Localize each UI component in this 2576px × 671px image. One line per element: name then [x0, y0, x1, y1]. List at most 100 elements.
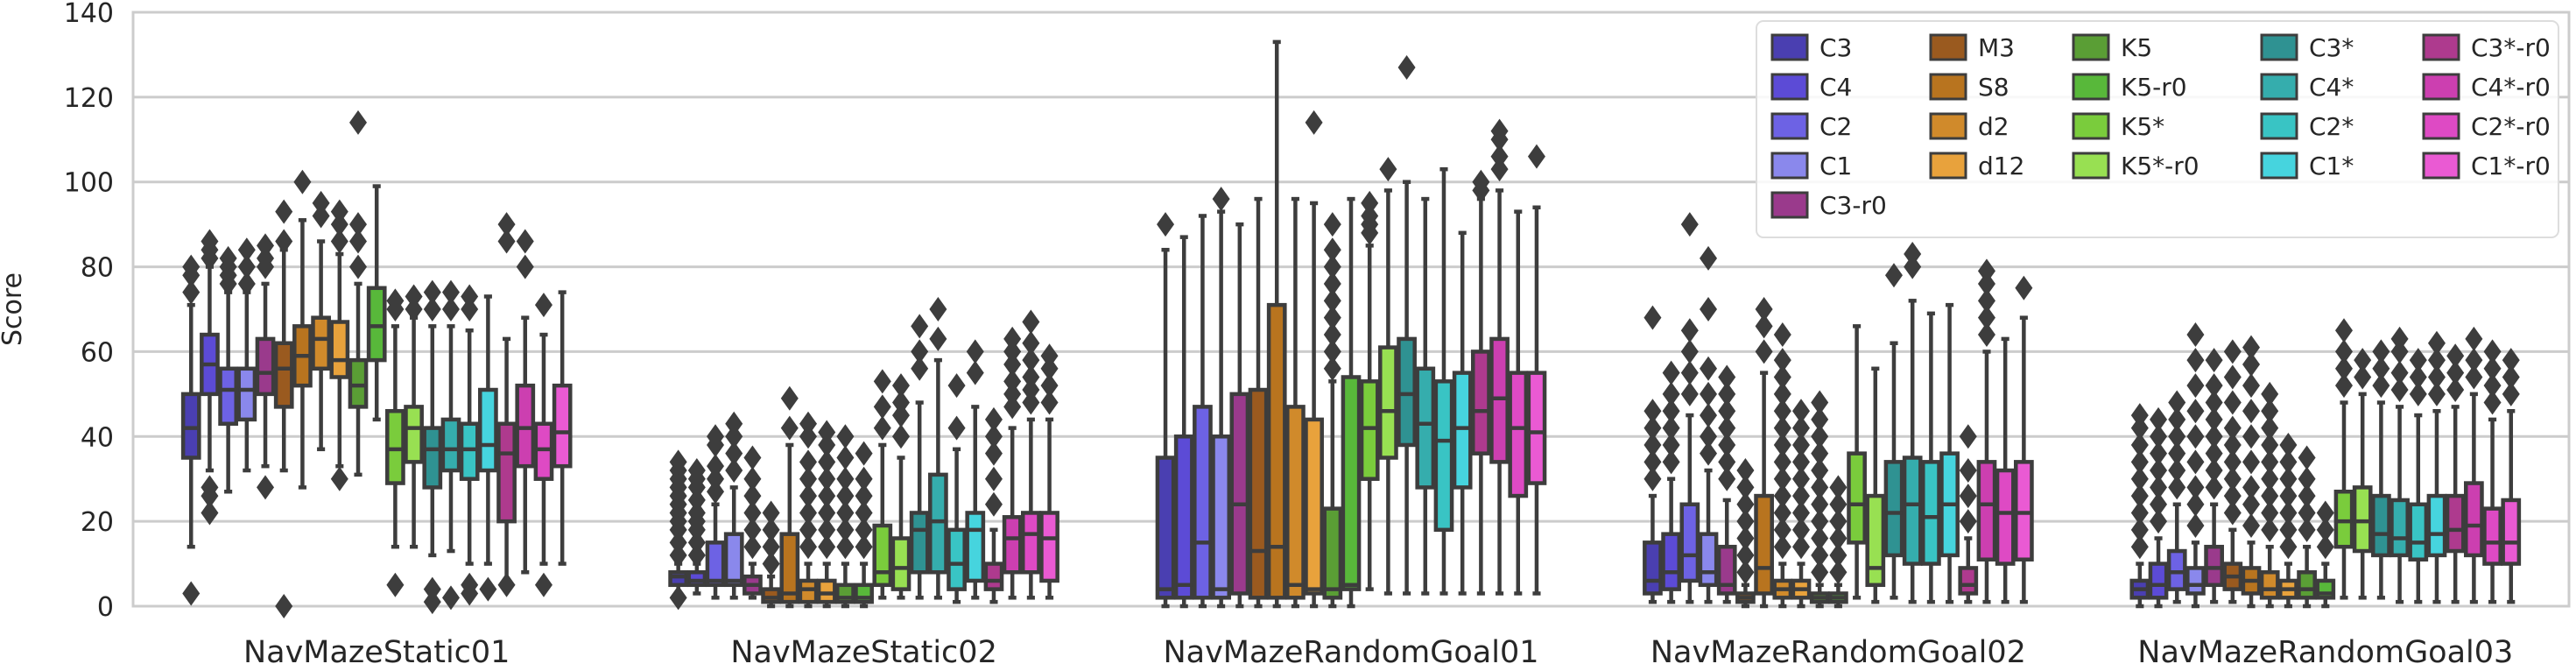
- box-iqr: [2259, 570, 2280, 600]
- outlier-point: [1700, 381, 1718, 406]
- outlier-point: [2168, 424, 2186, 449]
- box-iqr: [329, 320, 350, 379]
- outlier-point: [2168, 390, 2186, 415]
- box-K5*: [872, 369, 893, 600]
- outlier-point: [2372, 373, 2390, 399]
- y-tick-label: 120: [64, 83, 114, 114]
- outlier-point: [1904, 242, 1922, 267]
- outlier-point: [2316, 534, 2334, 560]
- outlier-point: [873, 394, 891, 420]
- outlier-point: [725, 458, 743, 484]
- legend-entry-label: C3*-r0: [2471, 33, 2551, 62]
- box-C1*-r0: [2013, 275, 2034, 604]
- box-C4*-r0: [2464, 326, 2484, 604]
- outlier-point: [2502, 381, 2520, 406]
- outlier-point: [2150, 475, 2168, 500]
- box-iqr: [761, 587, 781, 604]
- outlier-point: [2168, 458, 2186, 484]
- box-C4: [1661, 360, 1681, 604]
- outlier-point: [669, 542, 687, 568]
- outlier-point: [1662, 381, 1680, 406]
- box-iqr: [1754, 493, 1774, 596]
- box-C3-r0: [1716, 364, 1737, 604]
- outlier-point: [1829, 491, 1848, 517]
- outlier-point: [1643, 432, 1662, 457]
- box-iqr: [255, 336, 276, 397]
- legend: C3 C4 C2 C1 C3-r0 M3 S8 d2 d12 K5 K5-r0 K5* K5*-r0 C3…: [1756, 20, 2559, 238]
- box-K5*-r0: [1378, 157, 1398, 596]
- outlier-point: [405, 297, 423, 321]
- outlier-point: [2130, 500, 2149, 526]
- outlier-point: [1755, 297, 1773, 321]
- outlier-point: [1977, 271, 1995, 296]
- outlier-point: [441, 297, 460, 321]
- box-iqr: [1716, 544, 1737, 596]
- box-C4*: [928, 297, 948, 600]
- legend-swatch: [2260, 33, 2298, 61]
- box-groups: [180, 39, 2522, 618]
- outlier-point: [1792, 432, 1811, 457]
- box-C4*: [2389, 326, 2410, 604]
- outlier-point: [2015, 275, 2033, 300]
- outlier-point: [707, 479, 725, 505]
- outlier-point: [818, 420, 836, 445]
- y-tick-label: 60: [81, 337, 114, 368]
- outlier-point: [405, 284, 423, 309]
- box-C3*: [909, 314, 930, 600]
- outlier-point: [687, 530, 706, 555]
- y-tick-label: 80: [81, 253, 114, 284]
- outlier-point: [669, 530, 687, 555]
- outlier-point: [2130, 415, 2149, 441]
- outlier-point: [1792, 500, 1811, 526]
- outlier-point: [330, 466, 348, 491]
- legend-swatch: [1770, 152, 1809, 180]
- outlier-point: [2242, 424, 2261, 449]
- outlier-point: [873, 415, 891, 441]
- outlier-point: [2483, 390, 2502, 415]
- outlier-point: [1811, 424, 1829, 449]
- legend-swatch: [2072, 73, 2110, 101]
- outlier-point: [725, 424, 743, 449]
- outlier-point: [2186, 491, 2205, 517]
- box-C3*-r0: [496, 212, 517, 597]
- outlier-point: [2242, 449, 2261, 475]
- outlier-point: [2390, 326, 2409, 351]
- box-iqr: [1155, 456, 1176, 600]
- outlier-point: [1700, 297, 1718, 321]
- outlier-point: [349, 109, 368, 135]
- outlier-point: [687, 458, 706, 484]
- box-iqr: [1021, 511, 1041, 575]
- legend-entry-label: K5*: [2121, 112, 2164, 141]
- outlier-point: [1323, 254, 1341, 279]
- outlier-point: [1040, 390, 1059, 415]
- outlier-point: [873, 369, 891, 394]
- box-K5: [2297, 445, 2317, 609]
- outlier-point: [1811, 441, 1829, 466]
- box-C2: [1679, 212, 1700, 604]
- outlier-point: [1490, 157, 1509, 182]
- outlier-point: [1662, 360, 1680, 385]
- outlier-point: [2223, 364, 2242, 390]
- box-iqr: [1489, 336, 1510, 464]
- outlier-point: [2205, 348, 2223, 373]
- box-iqr: [236, 366, 257, 422]
- box-iqr: [1193, 405, 1213, 600]
- box-M3: [1248, 196, 1269, 609]
- legend-swatch: [1770, 112, 1809, 140]
- outlier-point: [1022, 364, 1040, 390]
- outlier-point: [2130, 466, 2149, 491]
- box-d2: [311, 190, 331, 452]
- box-C3*-r0: [2445, 343, 2466, 604]
- outlier-point: [780, 415, 799, 441]
- outlier-point: [1773, 399, 1791, 424]
- outlier-point: [2261, 449, 2279, 475]
- outlier-point: [1662, 415, 1680, 441]
- outlier-point: [1811, 406, 1829, 432]
- outlier-point: [818, 517, 836, 542]
- outlier-point: [2354, 364, 2372, 390]
- x-category-label: NavMazeRandomGoal02: [1650, 635, 2026, 670]
- box-C4*-r0: [1489, 118, 1510, 596]
- box-iqr: [1248, 387, 1269, 600]
- box-iqr: [668, 570, 689, 588]
- outlier-point: [1792, 449, 1811, 475]
